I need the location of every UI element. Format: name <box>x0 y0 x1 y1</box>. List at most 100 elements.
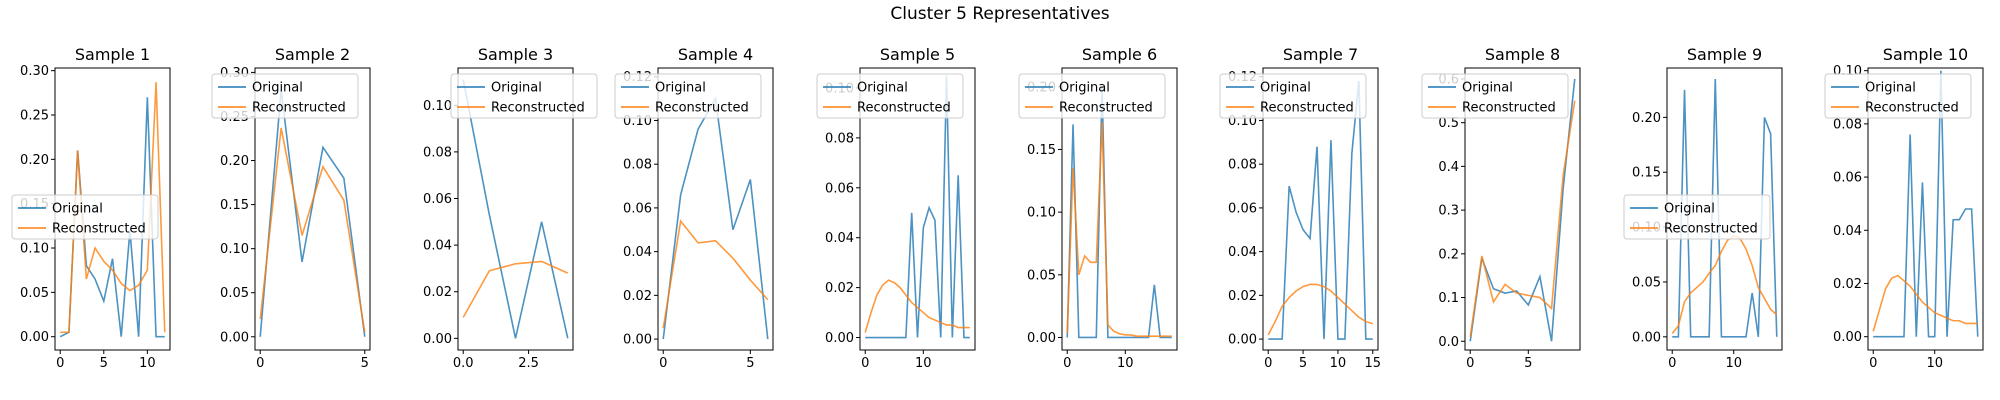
y-tick-label: 0.00 <box>423 332 452 347</box>
plot-frame <box>254 67 371 351</box>
legend-label: Reconstructed <box>857 101 951 116</box>
series-line-reconstructed <box>864 279 970 333</box>
y-tick-label: 0.25 <box>20 109 49 124</box>
legend: Original Reconstructed <box>450 73 598 119</box>
legend-box <box>816 73 964 119</box>
x-tick-label: 10 <box>1725 356 1742 371</box>
y-tick-label: 0.00 <box>20 330 49 345</box>
y-tick-label: 0.08 <box>1228 158 1257 173</box>
legend-label: Reconstructed <box>1865 101 1959 116</box>
y-tick-label: 0.04 <box>623 245 652 260</box>
subplot-title: Sample 4 <box>678 45 753 64</box>
y-tick-label: 0.4 <box>1438 160 1459 175</box>
legend-label: Original <box>1865 81 1916 96</box>
y-tick-label: 0.5 <box>1438 116 1459 131</box>
y-tick-label: 0.06 <box>423 192 452 207</box>
series-line-original <box>462 79 569 339</box>
y-tick-label: 0.30 <box>20 64 49 79</box>
legend-box <box>450 73 598 119</box>
series-line-reconstructed <box>462 260 569 318</box>
x-tick-label: 5 <box>746 356 754 371</box>
legend-label: Reconstructed <box>1664 222 1758 237</box>
subplot-title: Sample 2 <box>275 45 350 64</box>
y-tick-label: 0.15 <box>1027 143 1056 158</box>
y-tick-label: 0.00 <box>623 333 652 348</box>
legend-label: Original <box>1462 81 1513 96</box>
legend-box <box>211 73 359 119</box>
subplot-title: Sample 8 <box>1485 45 1560 64</box>
subplot-2: Sample 2050.000.050.100.150.200.250.30Or… <box>211 45 371 371</box>
y-tick-label: 0.04 <box>1833 224 1862 239</box>
x-tick-label: 0 <box>56 356 64 371</box>
plot-frame <box>1061 67 1178 351</box>
subplot-title: Sample 5 <box>880 45 955 64</box>
plot-frame <box>1262 67 1379 351</box>
series-line-original <box>259 89 366 337</box>
y-tick-label: 0.02 <box>423 285 452 300</box>
y-tick-label: 0.10 <box>423 99 452 114</box>
subplot-5: Sample 50100.000.020.040.060.080.10Origi… <box>816 45 976 371</box>
y-tick-label: 0.15 <box>1632 166 1661 181</box>
x-tick-label: 10 <box>139 356 156 371</box>
y-tick-label: 0.06 <box>825 181 854 196</box>
subplot-title: Sample 6 <box>1082 45 1157 64</box>
y-tick-label: 0.20 <box>220 154 249 169</box>
legend-label: Original <box>1664 202 1715 217</box>
series-line-reconstructed <box>259 127 366 333</box>
subplot-4: Sample 4050.000.020.040.060.080.100.12Or… <box>614 45 774 371</box>
legend-box <box>1018 73 1166 119</box>
series-line-original <box>1066 86 1172 339</box>
y-tick-label: 0.04 <box>423 239 452 254</box>
legend-box <box>1219 73 1367 119</box>
legend: Original Reconstructed <box>816 73 964 119</box>
legend-box <box>11 194 159 240</box>
figure-title: Cluster 5 Representatives <box>890 4 1110 24</box>
plot-frame <box>457 67 574 351</box>
legend: Original Reconstructed <box>1219 73 1367 119</box>
legend-label: Original <box>52 202 103 217</box>
y-tick-label: 0.06 <box>1833 171 1862 186</box>
y-tick-label: 0.08 <box>423 145 452 160</box>
legend: Original Reconstructed <box>1018 73 1166 119</box>
y-tick-label: 0.06 <box>623 201 652 216</box>
x-tick-label: 0 <box>861 356 869 371</box>
x-tick-label: 0 <box>1063 356 1071 371</box>
y-tick-label: 0.08 <box>825 131 854 146</box>
x-tick-label: 5 <box>361 356 369 371</box>
y-tick-label: 0.3 <box>1438 204 1459 219</box>
series-line-reconstructed <box>662 219 769 329</box>
legend-label: Original <box>1260 81 1311 96</box>
plot-frame <box>657 67 774 351</box>
series-line-reconstructed <box>1066 121 1172 338</box>
y-tick-label: 0.00 <box>1228 333 1257 348</box>
x-tick-label: 10 <box>915 356 932 371</box>
subplot-title: Sample 9 <box>1687 45 1762 64</box>
y-tick-label: 0.00 <box>220 330 249 345</box>
x-tick-label: 0 <box>659 356 667 371</box>
legend: Original Reconstructed <box>1623 194 1771 240</box>
plot-frame <box>1464 67 1581 351</box>
plot-frame <box>1867 67 1984 351</box>
legend-label: Reconstructed <box>491 101 585 116</box>
series-line-original <box>1469 78 1576 342</box>
y-tick-label: 0.02 <box>623 289 652 304</box>
legend-label: Original <box>1059 81 1110 96</box>
x-tick-label: 10 <box>1926 356 1943 371</box>
x-tick-label: 0 <box>1264 356 1272 371</box>
legend-label: Original <box>491 81 542 96</box>
subplot-10: Sample 100 100.000.020.040.060.080.10Orig… <box>1824 45 1984 371</box>
subplot-title: Sample 3 <box>478 45 553 64</box>
x-tick-label: 0 <box>1466 356 1474 371</box>
series-line-reconstructed <box>1469 100 1576 337</box>
y-tick-label: 0.02 <box>1228 289 1257 304</box>
subplot-title: Sample 10 <box>1883 45 1968 64</box>
x-tick-label: 0.0 <box>453 356 474 371</box>
legend-box <box>1623 194 1771 240</box>
series-line-reconstructed <box>1872 274 1978 332</box>
x-tick-label: 0 <box>1668 356 1676 371</box>
legend-label: Reconstructed <box>1462 101 1556 116</box>
legend-label: Reconstructed <box>52 222 146 237</box>
legend-label: Original <box>655 81 706 96</box>
legend-label: Original <box>252 81 303 96</box>
